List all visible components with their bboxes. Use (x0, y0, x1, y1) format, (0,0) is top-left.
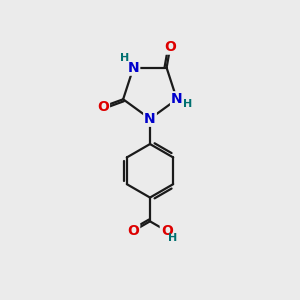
Text: O: O (164, 40, 176, 54)
Text: N: N (144, 112, 156, 126)
Text: N: N (171, 92, 183, 106)
Text: O: O (127, 224, 139, 238)
Text: N: N (128, 61, 139, 75)
Text: H: H (183, 99, 192, 109)
Text: H: H (121, 53, 130, 63)
Text: H: H (168, 233, 177, 243)
Text: O: O (97, 100, 109, 114)
Text: O: O (161, 224, 173, 238)
